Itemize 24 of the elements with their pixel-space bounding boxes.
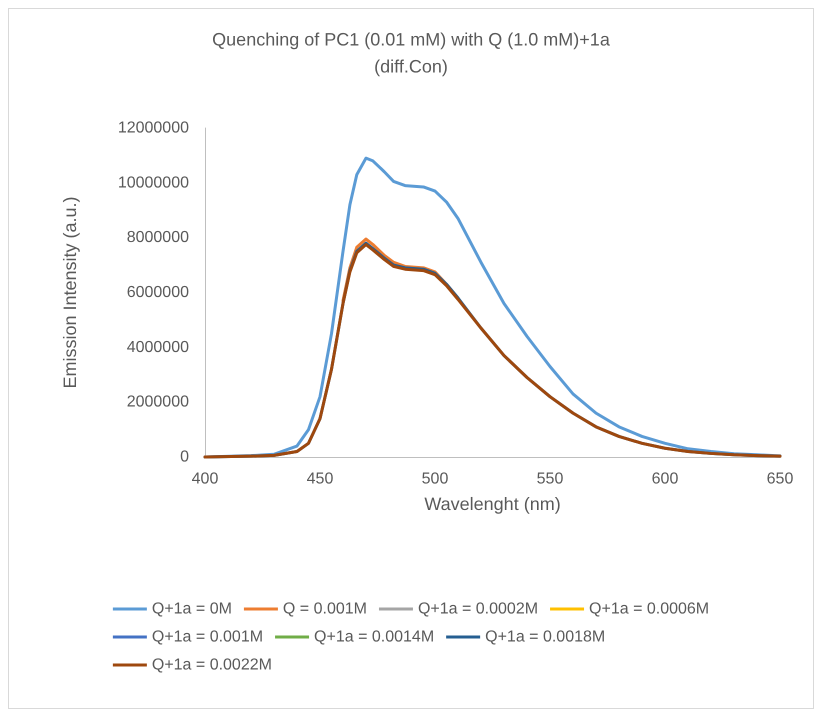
legend-label: Q+1a = 0.0022M: [152, 656, 272, 674]
legend-label: Q = 0.001M: [282, 600, 367, 618]
x-tick-label: 450: [306, 470, 334, 488]
y-tick-label: 8000000: [126, 229, 190, 246]
x-tick-label: 550: [536, 470, 564, 488]
y-tick-label: 6000000: [126, 284, 190, 301]
legend-label: Q+1a = 0.001M: [152, 628, 264, 646]
legend-label: Q+1a = 0.0018M: [485, 628, 606, 646]
x-tick-label: 650: [766, 470, 794, 488]
y-tick-label: 12000000: [118, 120, 190, 136]
y-tick-label: 2000000: [126, 394, 190, 411]
x-tick-label: 500: [422, 470, 448, 488]
x-tick-label: 600: [652, 470, 678, 488]
y-tick-label: 10000000: [118, 174, 190, 192]
y-tick-label: 4000000: [126, 338, 190, 356]
legend-label: Q+1a = 0.0002M: [418, 600, 538, 618]
chart-title: Quenching of PC1 (0.01 mM) with Q (1.0 mM)+1a (diff.Con): [212, 30, 611, 76]
x-axis-title: Wavelenght (nm): [424, 494, 561, 514]
x-tick-label: 400: [192, 470, 218, 488]
legend-label: Q+1a = 0.0006M: [589, 600, 710, 618]
y-axis-title: Emission Intensity (a.u.): [60, 196, 80, 389]
legend-label: Q+1a = 0.0014M: [314, 628, 434, 646]
y-tick-label: 0: [180, 448, 190, 466]
legend-label: Q+1a = 0M: [152, 600, 232, 618]
